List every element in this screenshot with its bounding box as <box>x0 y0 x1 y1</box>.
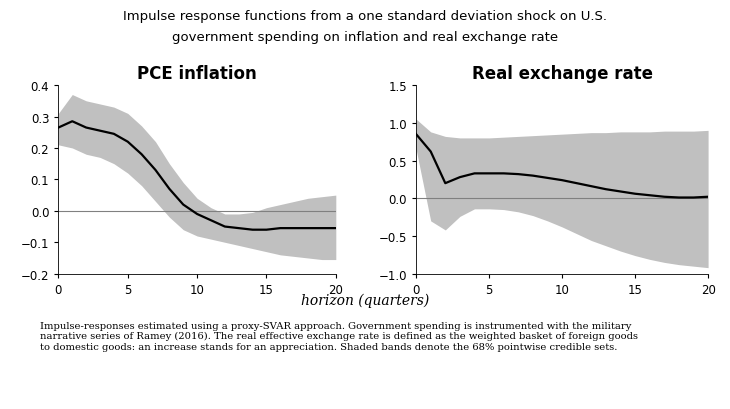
Title: PCE inflation: PCE inflation <box>137 65 257 83</box>
Text: horizon (quarters): horizon (quarters) <box>301 292 429 307</box>
Text: Impulse-responses estimated using a proxy-SVAR approach. Government spending is : Impulse-responses estimated using a prox… <box>40 321 638 351</box>
Text: government spending on inflation and real exchange rate: government spending on inflation and rea… <box>172 31 558 44</box>
Title: Real exchange rate: Real exchange rate <box>472 65 653 83</box>
Text: Impulse response functions from a one standard deviation shock on U.S.: Impulse response functions from a one st… <box>123 10 607 23</box>
